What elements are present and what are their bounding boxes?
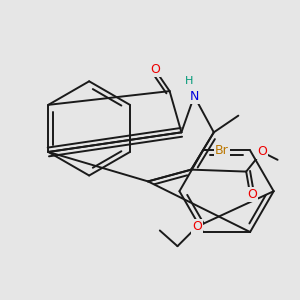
Text: O: O — [247, 188, 257, 201]
Text: N: N — [190, 89, 199, 103]
Text: Br: Br — [215, 144, 229, 157]
Text: O: O — [192, 220, 202, 233]
Text: O: O — [150, 63, 160, 76]
Text: H: H — [185, 76, 194, 86]
Text: O: O — [257, 146, 267, 158]
